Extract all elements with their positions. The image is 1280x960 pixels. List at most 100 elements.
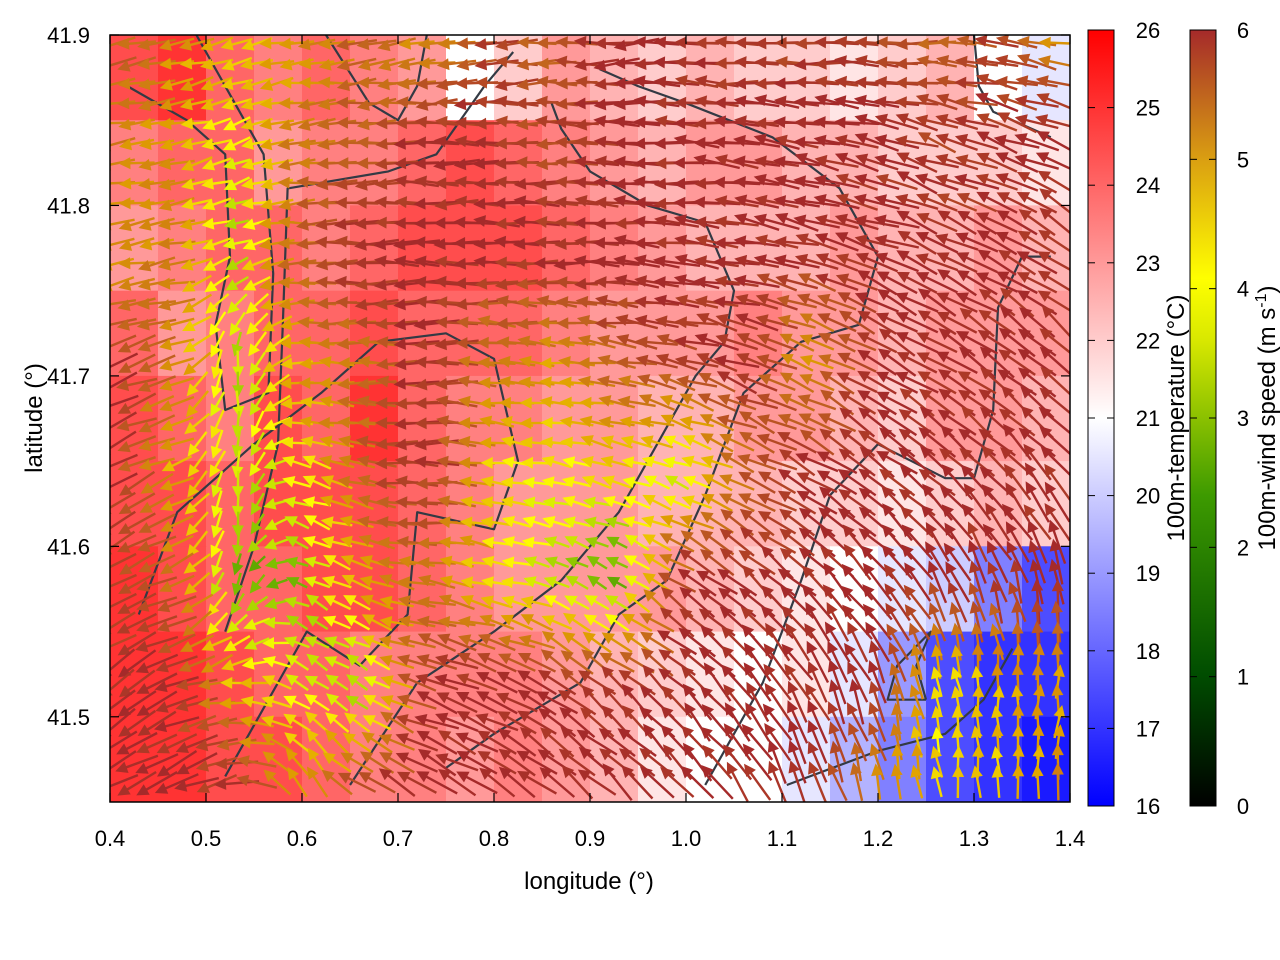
wind-arrow-head xyxy=(394,475,408,488)
wind-arrow-head xyxy=(521,536,535,549)
wind-arrow-head xyxy=(500,496,514,508)
wind-arrow-head xyxy=(276,258,290,271)
wind-arrow-head xyxy=(397,58,411,71)
wind-arrow-head xyxy=(765,622,777,637)
wind-arrow-head xyxy=(799,374,813,385)
wind-arrow-head xyxy=(780,354,794,365)
wind-arrow-head xyxy=(955,55,968,68)
wind-arrow-head xyxy=(1040,366,1054,380)
wind-arrow-head xyxy=(231,582,244,596)
wind-arrow-head xyxy=(379,595,393,608)
wind-arrow-head xyxy=(817,413,832,425)
wind-arrow-head xyxy=(975,73,990,85)
wind-arrow-head xyxy=(764,682,777,697)
wind-arrow-head xyxy=(119,484,133,496)
wind-arrow-head xyxy=(874,194,887,206)
wind-arrow-head xyxy=(890,763,903,777)
wind-arrow-head xyxy=(495,295,509,308)
wind-arrow-head xyxy=(457,615,471,628)
wind-arrow-shaft xyxy=(110,352,139,369)
wind-arrow-head xyxy=(554,116,567,129)
wind-arrow-head xyxy=(602,685,615,699)
wind-arrow-head xyxy=(514,136,527,149)
wind-arrow-head xyxy=(995,75,1008,88)
wind-arrow-head xyxy=(118,582,132,594)
wind-arrow-head xyxy=(950,622,963,636)
wind-arrow-head xyxy=(997,369,1011,381)
wind-arrow-head xyxy=(519,417,532,430)
wind-arrow-head xyxy=(476,691,490,703)
wind-arrow-head xyxy=(1003,463,1016,477)
wind-arrow-head xyxy=(1051,762,1064,775)
wind-arrow-head xyxy=(455,732,469,744)
wind-arrow-head xyxy=(336,337,350,350)
wind-arrow-head xyxy=(414,397,427,410)
wind-arrow-head xyxy=(807,661,819,675)
wind-arrow-head xyxy=(573,255,587,267)
wind-arrow-head xyxy=(1037,270,1051,282)
wind-arrow-head xyxy=(835,232,849,244)
wind-arrow-head xyxy=(362,715,376,727)
wind-arrow-head xyxy=(847,702,858,716)
wind-arrow-head xyxy=(787,719,800,733)
wind-arrow-head xyxy=(593,115,607,128)
wind-arrow-head xyxy=(456,673,470,685)
wind-arrow-head xyxy=(472,157,486,170)
wind-arrow-head xyxy=(498,635,511,647)
wind-arrow-head xyxy=(915,272,930,283)
wind-arrow-head xyxy=(978,288,993,301)
wind-arrow-head xyxy=(961,406,974,419)
wind-arrow-head xyxy=(360,751,374,763)
wind-arrow-head xyxy=(885,602,897,617)
wind-arrow-head xyxy=(763,663,776,677)
wind-arrow-head xyxy=(967,521,979,535)
wind-arrow-head xyxy=(554,216,567,229)
wind-arrow-head xyxy=(693,57,706,69)
wind-arrow-head xyxy=(995,173,1009,185)
wind-arrow-head xyxy=(302,455,316,467)
wind-arrow-head xyxy=(714,215,727,228)
wind-arrow-head xyxy=(160,499,174,512)
wind-arrow-head xyxy=(299,416,312,428)
wind-arrow-head xyxy=(854,132,868,145)
wind-arrow-head xyxy=(439,555,453,568)
wind-arrow-head xyxy=(788,740,800,754)
wind-arrow-head xyxy=(317,98,331,111)
wind-arrow-head xyxy=(259,259,273,271)
wind-arrow-head xyxy=(325,674,339,687)
wind-arrow-head xyxy=(415,496,428,509)
wind-arrow-head xyxy=(819,526,833,539)
wind-arrow-head xyxy=(881,485,894,499)
wind-arrow-head xyxy=(1035,75,1049,87)
wind-arrow-head xyxy=(159,581,173,592)
wind-arrow-head xyxy=(656,333,670,346)
wind-arrow-head xyxy=(438,594,452,606)
wind-arrow-head xyxy=(374,216,387,229)
wind-arrow-head xyxy=(956,192,970,204)
wind-arrow-head xyxy=(1000,306,1013,319)
wind-arrow-head xyxy=(334,275,347,288)
wind-arrow-head xyxy=(767,760,780,775)
wind-arrow-head xyxy=(543,576,558,588)
wind-arrow-head xyxy=(138,178,151,190)
wind-arrow-head xyxy=(280,416,293,429)
wind-arrow-head xyxy=(356,99,370,111)
wind-arrow-head xyxy=(910,725,923,739)
wind-arrow-head xyxy=(699,414,714,425)
colorbar-tick-label: 1 xyxy=(1237,665,1249,690)
wind-arrow-head xyxy=(956,252,970,264)
wind-arrow-head xyxy=(345,695,359,707)
wind-arrow-head xyxy=(793,195,807,208)
wind-arrow-head xyxy=(181,198,194,210)
wind-arrow-head xyxy=(807,741,819,755)
wind-arrow-head xyxy=(241,197,254,210)
wind-arrow-head xyxy=(980,367,993,380)
wind-arrow-head xyxy=(977,249,991,262)
wind-arrow-head xyxy=(582,496,596,509)
heatmap-cell xyxy=(350,631,399,718)
x-tick-label: 0.8 xyxy=(479,826,510,851)
wind-arrow-head xyxy=(1015,75,1029,88)
wind-arrow-head xyxy=(643,589,657,602)
heatmap-cell xyxy=(350,375,399,463)
wind-arrow-head xyxy=(245,301,259,315)
